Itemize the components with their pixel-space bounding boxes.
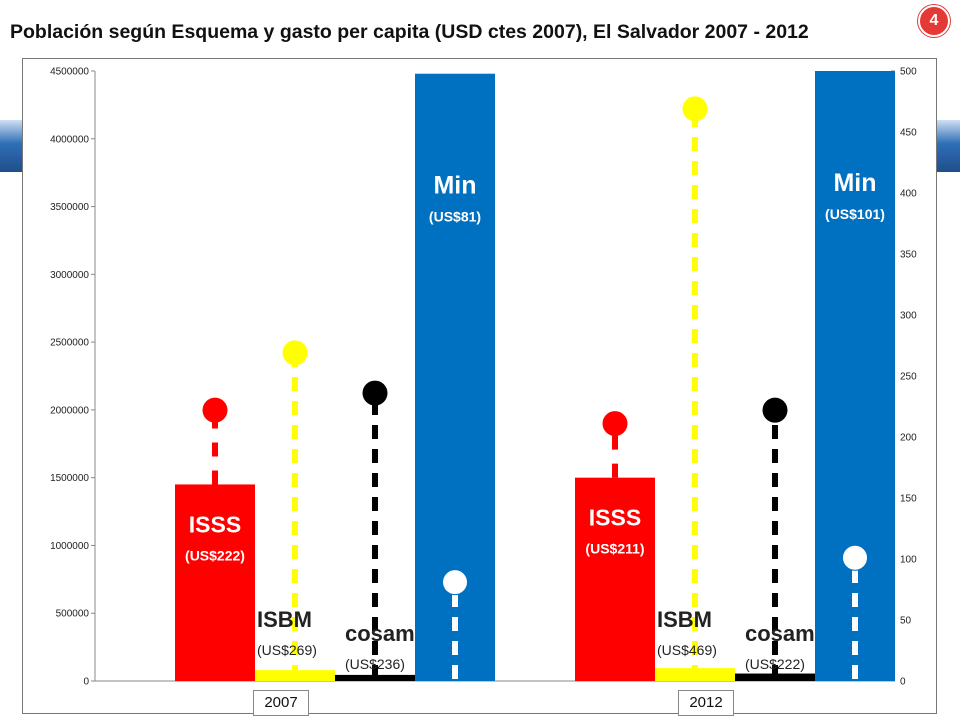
bar-spending-cosam-2007: (US$236): [345, 656, 405, 672]
bar-name-min-2012: Min: [833, 169, 876, 197]
y-right-tick-label: 0: [900, 677, 906, 688]
bar-isss-2012: [575, 477, 655, 681]
y-left-tick-label: 4000000: [50, 134, 89, 145]
bar-isss-2007: [175, 484, 255, 681]
spending-marker-isbm-2012: [682, 96, 708, 122]
spending-marker-min-2012: [842, 544, 868, 571]
bar-spending-isss-2007: (US$222): [185, 547, 245, 563]
bar-name-isbm-2007: ISBM: [257, 607, 312, 632]
page-title: Población según Esquema y gasto per capi…: [10, 21, 809, 43]
category-label-2007: 2007: [253, 690, 309, 716]
y-right-tick-label: 450: [900, 128, 917, 139]
y-right-tick-label: 250: [900, 372, 917, 383]
bar-name-isss-2012: ISSS: [589, 505, 641, 531]
y-left-tick-label: 500000: [56, 609, 90, 620]
y-right-tick-label: 350: [900, 250, 917, 261]
bar-name-cosam-2007: cosam: [345, 621, 415, 646]
y-right-tick-label: 300: [900, 311, 917, 322]
slide-number-badge: 4: [918, 5, 950, 37]
spending-marker-min-2007: [442, 569, 468, 596]
y-left-tick-label: 0: [83, 677, 89, 688]
bar-spending-isbm-2007: (US$269): [257, 642, 317, 658]
y-left-tick-label: 1000000: [50, 541, 89, 552]
y-left-tick-label: 4500000: [50, 67, 89, 78]
spending-marker-cosam-2007: [362, 380, 388, 406]
spending-marker-cosam-2012: [762, 397, 788, 423]
spending-marker-isbm-2007: [282, 340, 308, 366]
y-left-tick-label: 2000000: [50, 405, 89, 416]
y-left-tick-label: 2500000: [50, 338, 89, 349]
bar-name-min-2007: Min: [433, 172, 476, 200]
bar-spending-isss-2012: (US$211): [585, 541, 644, 557]
bar-name-isss-2007: ISSS: [189, 511, 241, 537]
bar-name-isbm-2012: ISBM: [657, 607, 712, 632]
spending-marker-isss-2007: [202, 397, 228, 423]
bar-min-2012: [815, 71, 895, 681]
y-left-tick-label: 1500000: [50, 473, 89, 484]
y-right-tick-label: 50: [900, 616, 912, 627]
category-label-2012: 2012: [678, 690, 734, 716]
y-right-tick-label: 100: [900, 555, 917, 566]
bar-spending-min-2012: (US$101): [825, 206, 885, 222]
y-left-tick-label: 3000000: [50, 270, 89, 281]
y-right-tick-label: 400: [900, 189, 917, 200]
population-spending-chart: 0 500000 1000000 1500000 2000000 2500000 30000…: [50, 67, 917, 688]
chart-area: 0 500000 1000000 1500000 2000000 2500000 30000…: [22, 58, 937, 714]
y-right-tick-label: 200: [900, 433, 917, 444]
bar-spending-min-2007: (US$81): [429, 209, 481, 225]
y-left-tick-label: 3500000: [50, 202, 89, 213]
bar-spending-cosam-2012: (US$222): [745, 656, 805, 672]
bar-name-cosam-2012: cosam: [745, 621, 815, 646]
y-right-tick-label: 500: [900, 67, 917, 78]
spending-marker-isss-2012: [602, 411, 628, 437]
y-right-tick-label: 150: [900, 494, 917, 505]
bar-spending-isbm-2012: (US$469): [657, 642, 717, 658]
